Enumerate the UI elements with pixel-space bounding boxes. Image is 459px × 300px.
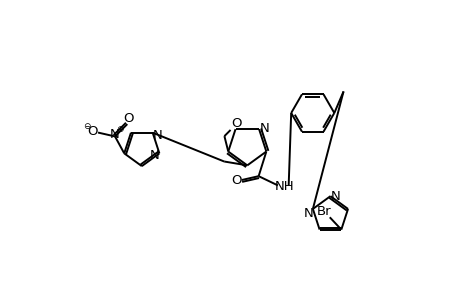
Text: N: N: [150, 149, 159, 162]
Text: ⊕: ⊕: [117, 125, 124, 134]
Text: O: O: [230, 173, 241, 187]
Text: O: O: [123, 112, 134, 125]
Text: Br: Br: [316, 205, 330, 218]
Text: N: N: [110, 128, 120, 141]
Text: NH: NH: [274, 180, 294, 193]
Text: N: N: [303, 207, 313, 220]
Text: N: N: [152, 128, 162, 142]
Text: O: O: [87, 125, 98, 138]
Text: N: N: [259, 122, 269, 135]
Text: N: N: [330, 190, 340, 203]
Text: ⊖: ⊖: [83, 122, 90, 131]
Text: O: O: [230, 117, 241, 130]
